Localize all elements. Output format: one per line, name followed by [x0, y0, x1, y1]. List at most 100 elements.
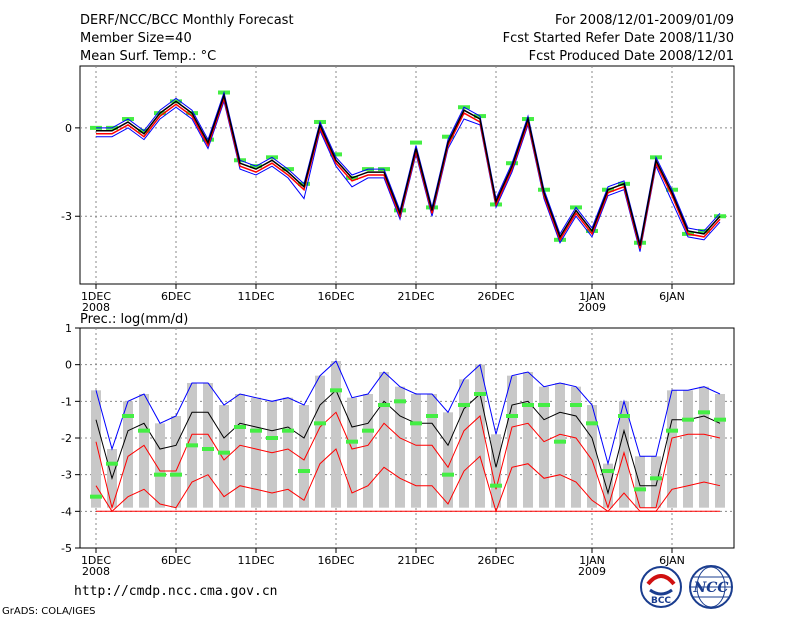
- observed-marker: [186, 443, 198, 448]
- observed-marker: [666, 428, 678, 433]
- x-tick-label: 6JAN: [659, 290, 685, 303]
- spread-box: [459, 379, 469, 508]
- observed-marker: [106, 461, 118, 466]
- x-tick-label: 21DEC: [397, 554, 434, 567]
- spread-box: [603, 463, 613, 508]
- x-tick-year-label: 2009: [578, 301, 606, 314]
- observed-marker: [586, 421, 598, 426]
- series-mean-line: [95, 389, 721, 495]
- spread-box: [523, 372, 533, 508]
- observed-marker: [298, 469, 310, 473]
- precip-variable-label: Prec.: log(mm/d): [80, 312, 188, 327]
- observed-marker: [202, 447, 214, 451]
- spread-box: [379, 372, 389, 508]
- forecast-start-date: Fcst Started Refer Date 2008/11/30: [503, 31, 734, 46]
- bcc-logo-text: BCC: [651, 596, 671, 606]
- x-tick-label: 1DEC: [81, 290, 111, 303]
- spread-box: [651, 456, 661, 508]
- observed-marker: [714, 417, 726, 422]
- observed-marker: [282, 428, 294, 433]
- observed-marker: [250, 428, 262, 433]
- spread-box: [411, 394, 421, 508]
- ncc-logo: NCC: [689, 565, 733, 609]
- chart-title: DERF/NCC/BCC Monthly Forecast: [80, 13, 294, 28]
- observed-marker: [378, 403, 390, 407]
- spread-box: [443, 412, 453, 508]
- spread-box: [715, 394, 725, 508]
- spread-box: [363, 394, 373, 508]
- y-tick-label: 0: [65, 122, 72, 135]
- observed-marker: [618, 414, 630, 418]
- observed-marker: [410, 421, 422, 426]
- spread-box: [427, 394, 437, 508]
- observed-marker: [346, 439, 358, 444]
- x-tick-label: 1DEC: [81, 554, 111, 567]
- observed-marker: [90, 494, 102, 499]
- x-tick-year-label: 2008: [82, 301, 110, 314]
- x-tick-label: 6JAN: [659, 554, 685, 567]
- spread-box: [475, 364, 485, 508]
- x-tick-label: 6DEC: [161, 554, 191, 567]
- x-tick-label: 26DEC: [477, 554, 514, 567]
- spread-box: [683, 390, 693, 508]
- y-tick-label: 0: [65, 359, 72, 372]
- bcc-logo: BCC: [640, 566, 682, 608]
- variable-label: Mean Surf. Temp.: °C: [80, 49, 216, 64]
- series-max-line: [95, 360, 721, 466]
- spread-box: [331, 361, 341, 508]
- source-url[interactable]: http://cmdp.ncc.cma.gov.cn: [74, 584, 278, 599]
- x-tick-year-label: 2008: [82, 565, 110, 578]
- spread-box: [507, 375, 517, 508]
- x-tick-label: 11DEC: [237, 290, 274, 303]
- spread-box: [587, 405, 597, 508]
- y-tick-label: -3: [61, 469, 72, 482]
- spread-box: [139, 394, 149, 508]
- spread-box: [315, 375, 325, 508]
- observed-marker: [682, 417, 694, 422]
- spread-box: [347, 397, 357, 508]
- observed-marker: [490, 483, 502, 488]
- member-size-label: Member Size=40: [80, 31, 192, 46]
- observed-marker: [330, 388, 342, 393]
- spread-box: [571, 386, 581, 508]
- observed-marker: [138, 428, 150, 433]
- y-tick-label: 1: [65, 322, 72, 335]
- spread-box: [91, 390, 101, 508]
- observed-marker: [506, 414, 518, 418]
- spread-box: [251, 397, 261, 508]
- temperature-frame: [79, 65, 735, 285]
- spread-box: [667, 390, 677, 508]
- spread-box: [635, 456, 645, 508]
- grads-credit: GrADS: COLA/IGES: [2, 606, 96, 617]
- observed-marker: [394, 399, 406, 404]
- spread-box: [171, 416, 181, 508]
- spread-box: [219, 405, 229, 508]
- observed-marker: [410, 140, 422, 145]
- observed-marker: [266, 436, 278, 440]
- series-p10-line: [95, 448, 721, 513]
- spread-box: [155, 423, 165, 508]
- observed-marker: [122, 414, 134, 418]
- spread-box: [235, 394, 245, 508]
- x-tick-label: 6DEC: [161, 290, 191, 303]
- observed-marker: [170, 472, 182, 477]
- x-tick-label: 16DEC: [317, 290, 354, 303]
- spread-box: [619, 401, 629, 508]
- spread-box: [555, 383, 565, 508]
- spread-box: [491, 434, 501, 508]
- observed-marker: [458, 403, 470, 407]
- observed-marker: [442, 134, 454, 139]
- x-tick-label: 11DEC: [237, 554, 274, 567]
- spread-box: [699, 386, 709, 508]
- observed-marker: [426, 414, 438, 418]
- x-tick-label: 16DEC: [317, 554, 354, 567]
- observed-marker: [570, 403, 582, 407]
- spread-box: [283, 397, 293, 508]
- observed-marker: [602, 469, 614, 473]
- observed-marker: [650, 476, 662, 481]
- x-tick-label: 21DEC: [397, 290, 434, 303]
- spread-box: [539, 386, 549, 508]
